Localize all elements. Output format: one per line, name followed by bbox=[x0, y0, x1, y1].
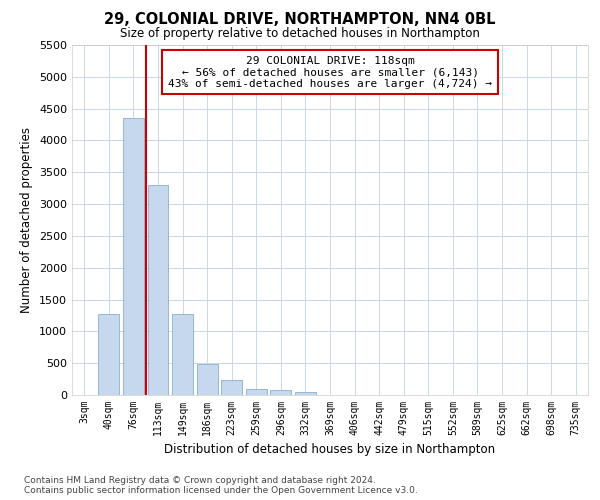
Bar bbox=[148, 185, 169, 395]
Bar bbox=[295, 392, 316, 395]
Bar bbox=[221, 380, 242, 395]
Bar bbox=[197, 364, 218, 395]
Text: Size of property relative to detached houses in Northampton: Size of property relative to detached ho… bbox=[120, 28, 480, 40]
Bar bbox=[123, 118, 144, 395]
Text: Contains HM Land Registry data © Crown copyright and database right 2024.
Contai: Contains HM Land Registry data © Crown c… bbox=[24, 476, 418, 495]
Bar bbox=[271, 390, 292, 395]
Text: 29, COLONIAL DRIVE, NORTHAMPTON, NN4 0BL: 29, COLONIAL DRIVE, NORTHAMPTON, NN4 0BL bbox=[104, 12, 496, 28]
Bar bbox=[246, 388, 267, 395]
Y-axis label: Number of detached properties: Number of detached properties bbox=[20, 127, 34, 313]
Text: 29 COLONIAL DRIVE: 118sqm
← 56% of detached houses are smaller (6,143)
43% of se: 29 COLONIAL DRIVE: 118sqm ← 56% of detac… bbox=[168, 56, 492, 88]
X-axis label: Distribution of detached houses by size in Northampton: Distribution of detached houses by size … bbox=[164, 444, 496, 456]
Bar bbox=[172, 314, 193, 395]
Bar bbox=[98, 314, 119, 395]
